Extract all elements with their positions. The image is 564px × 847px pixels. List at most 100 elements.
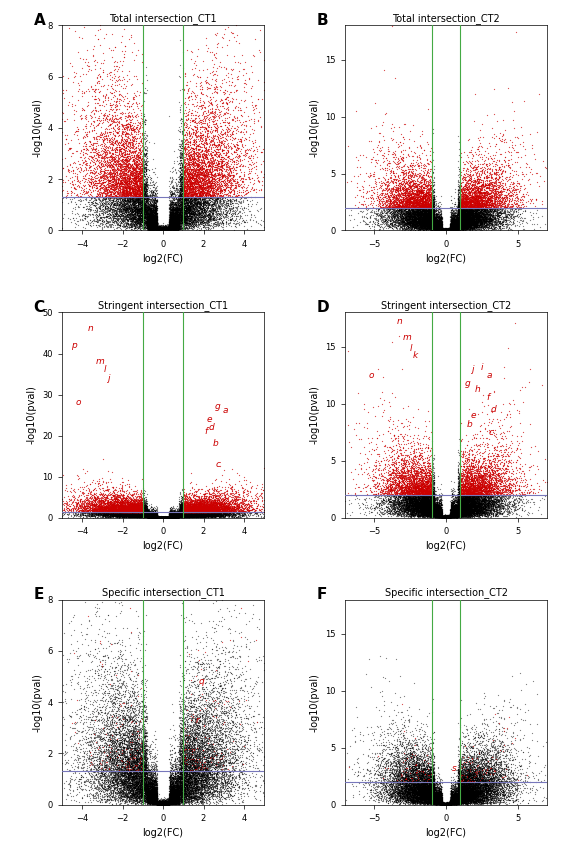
Point	[423, 772, 432, 785]
Point	[129, 219, 138, 232]
Point	[461, 219, 470, 232]
Point	[112, 59, 121, 73]
Point	[166, 509, 175, 523]
Point	[138, 503, 147, 517]
Point	[116, 185, 125, 198]
Point	[193, 502, 202, 516]
Point	[404, 773, 413, 787]
Point	[174, 508, 183, 522]
Point	[391, 495, 400, 509]
Point	[187, 165, 196, 179]
Point	[175, 215, 184, 229]
Point	[440, 796, 450, 810]
Point	[474, 796, 483, 810]
Point	[439, 510, 448, 523]
Point	[219, 675, 228, 689]
Point	[450, 215, 459, 229]
Point	[158, 511, 167, 524]
Point	[426, 778, 435, 791]
Point	[474, 200, 483, 213]
Point	[186, 794, 195, 807]
Point	[416, 208, 425, 222]
Point	[439, 510, 448, 523]
Point	[147, 220, 156, 234]
Point	[462, 498, 471, 512]
Point	[122, 177, 131, 191]
Point	[453, 505, 462, 518]
Point	[138, 199, 147, 213]
Point	[409, 208, 418, 222]
Point	[408, 217, 417, 230]
Point	[192, 730, 201, 744]
Point	[70, 765, 80, 778]
Point	[413, 198, 422, 212]
Point	[214, 507, 223, 521]
Point	[396, 768, 405, 782]
Point	[450, 794, 459, 808]
Point	[145, 795, 154, 809]
Point	[135, 187, 144, 201]
Point	[135, 751, 144, 765]
Point	[469, 789, 478, 803]
Point	[444, 224, 453, 237]
Point	[174, 511, 183, 524]
Point	[165, 214, 174, 228]
Point	[509, 144, 518, 158]
Point	[104, 634, 113, 647]
Point	[133, 212, 142, 225]
Point	[467, 211, 476, 224]
Point	[460, 771, 469, 784]
Point	[489, 770, 498, 783]
Point	[441, 224, 450, 237]
Point	[470, 497, 479, 511]
Point	[438, 510, 447, 523]
Point	[171, 797, 180, 811]
Point	[462, 784, 471, 798]
Point	[87, 108, 96, 122]
Point	[133, 694, 142, 707]
Point	[438, 797, 447, 811]
Point	[77, 498, 86, 512]
Point	[422, 792, 431, 805]
Point	[416, 491, 425, 505]
Point	[461, 773, 470, 787]
Point	[425, 216, 434, 230]
Point	[156, 511, 165, 524]
Point	[135, 501, 144, 514]
Point	[431, 781, 440, 794]
Point	[503, 193, 512, 207]
Point	[164, 797, 173, 811]
Point	[119, 196, 128, 209]
Point	[134, 507, 143, 520]
Point	[422, 215, 431, 229]
Point	[441, 510, 450, 523]
Point	[474, 774, 483, 788]
Point	[401, 201, 410, 214]
Point	[181, 691, 190, 705]
Point	[480, 778, 489, 791]
Point	[120, 774, 129, 788]
Point	[149, 790, 158, 804]
Point	[148, 794, 157, 808]
Point	[429, 503, 438, 517]
Point	[415, 756, 424, 770]
Point	[467, 789, 476, 802]
Point	[462, 765, 472, 778]
Point	[123, 774, 132, 788]
Point	[161, 511, 170, 524]
Point	[135, 756, 144, 769]
Point	[244, 109, 253, 123]
Point	[188, 775, 197, 789]
Point	[197, 501, 206, 515]
Point	[426, 476, 435, 490]
Point	[177, 183, 186, 197]
Point	[139, 208, 148, 221]
Point	[447, 506, 456, 519]
Point	[408, 750, 417, 764]
Point	[133, 510, 142, 523]
Point	[469, 209, 478, 223]
Point	[93, 772, 102, 786]
Point	[409, 435, 418, 448]
Point	[455, 470, 464, 484]
Point	[446, 224, 455, 237]
